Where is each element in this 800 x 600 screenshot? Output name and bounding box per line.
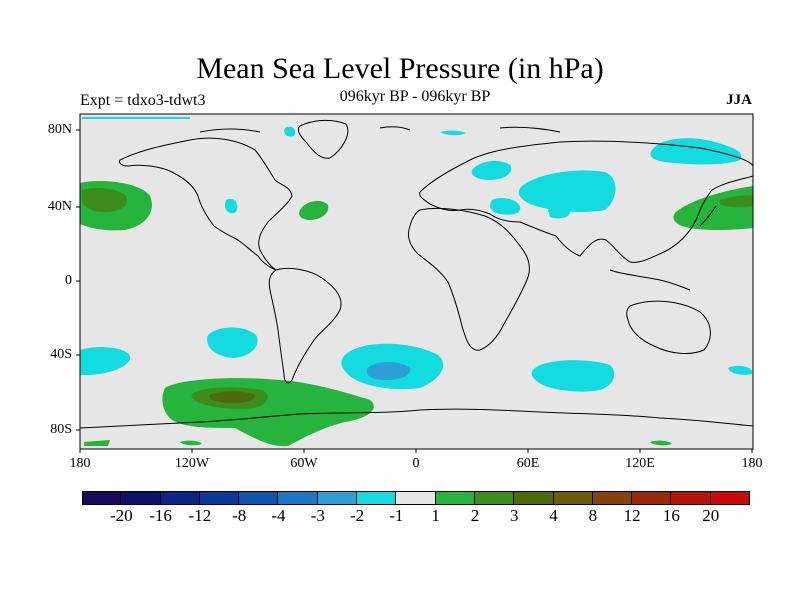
anomaly-antarctic-small-2 [650,440,672,446]
anomaly-south-pacific-west [80,347,131,375]
colorbar-swatch [435,491,475,505]
colorbar-label: 8 [588,506,598,525]
colorbar-swatch [553,491,593,505]
anomaly-caspian [548,206,570,219]
colorbar-label: -16 [149,506,172,525]
anomaly-central-asia [518,170,616,213]
anomaly-arctic-canada [284,126,296,137]
period-label: 096kyr BP - 096kyr BP [339,88,491,105]
anomaly-southern-ocean-peak [209,391,255,404]
colorbar-swatch [474,491,515,505]
colorbar-label: -12 [188,506,212,525]
coastlines [80,119,753,429]
colorbar-swatch [160,491,200,505]
lat-tick-40n: 40N [47,199,72,214]
anomaly-north-pacific-west-core [82,188,127,212]
colorbar-label: -2 [349,506,365,525]
anomaly-south-atlantic-core [366,362,411,380]
colorbar-label: 4 [549,506,558,525]
colorbar-swatch [592,491,633,505]
anomaly-north-atlantic-coast [224,198,238,214]
lon-tick-60e: 60E [516,456,540,471]
anomaly-arctic-ellesmere [440,130,466,136]
coastline-south-america [268,267,342,384]
coastline-antarctica [80,408,753,429]
colorbar-swatch [710,491,750,505]
coastline-arctic-islands [199,126,561,133]
lon-tick-120e: 120E [625,456,655,471]
lon-tick-180e: 180 [741,456,763,471]
lat-tick-80n: 80N [47,122,72,137]
anomaly-arctic-strip [82,117,190,119]
coastline-indonesia [609,269,691,291]
colorbar-swatch [82,491,122,505]
lat-tick-0: 0 [65,273,72,288]
colorbar-label: -8 [232,506,247,525]
colorbar-swatch [239,491,279,505]
anomaly-scandinavia [471,160,512,180]
colorbar-label: 1 [431,506,440,525]
colorbar-swatch [317,491,358,505]
anomaly-antarctic-small-1 [180,440,202,446]
anomaly-tasman [728,365,752,375]
colorbar-label: 3 [509,506,519,525]
colorbar-label: 2 [470,506,480,525]
axis-ticks [76,129,753,453]
season-label: JJA [726,92,752,108]
coastline-australia [626,300,711,354]
anomaly-north-atlantic [299,200,329,220]
colorbar-swatch [278,491,318,505]
colorbar-label: -20 [109,506,133,525]
lon-tick-0: 0 [412,456,420,471]
coastline-africa [407,207,530,351]
anomaly-north-pacific-east-core [720,195,753,208]
colorbar-label: -3 [310,506,325,525]
coastline-eurasia [419,140,753,263]
lon-tick-60w: 60W [290,456,318,471]
anomaly-south-indian [531,360,615,392]
colorbar-label: -1 [389,506,404,525]
colorbar-swatch [121,491,161,505]
coastline-japan [699,205,717,227]
anomaly-antarctic-small-3 [84,440,110,446]
colorbar-label: -4 [271,506,286,525]
colorbar-label: 20 [702,506,720,525]
anomaly-south-pacific-east [207,327,258,358]
lat-tick-40s: 40S [50,347,72,362]
colorbar-label: 16 [662,506,680,525]
colorbar-swatch [514,491,554,505]
experiment-label: Expt = tdxo3-tdwt3 [80,92,206,109]
colorbar-swatch [199,491,240,505]
anomaly-mediterranean [490,198,521,215]
lon-tick-180w: 180 [69,456,91,471]
colorbar-swatch [632,491,672,505]
colorbar-swatch [396,491,436,505]
coastline-greenland [297,119,349,159]
colorbar-swatch [671,491,711,505]
colorbar-swatch [357,491,397,505]
colorbar-label: 12 [623,506,641,525]
lon-tick-120w: 120W [174,456,210,471]
anomaly-fields [80,117,753,447]
lat-tick-80s: 80S [50,422,72,437]
map-title: Mean Sea Level Pressure (in hPa) [196,52,604,85]
